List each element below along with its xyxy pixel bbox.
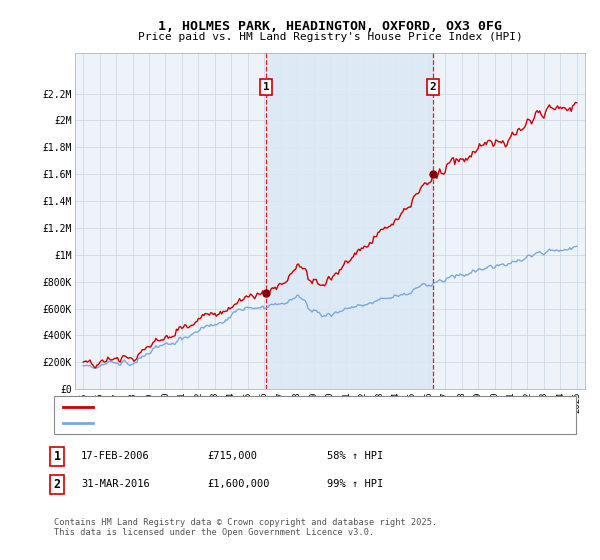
Text: 1: 1 [263,82,269,92]
Text: 99% ↑ HPI: 99% ↑ HPI [327,479,383,489]
Text: Contains HM Land Registry data © Crown copyright and database right 2025.
This d: Contains HM Land Registry data © Crown c… [54,518,437,538]
Text: 2: 2 [430,82,436,92]
Text: 58% ↑ HPI: 58% ↑ HPI [327,451,383,461]
Text: HPI: Average price, detached house, Oxford: HPI: Average price, detached house, Oxfo… [99,418,346,428]
Text: 31-MAR-2016: 31-MAR-2016 [81,479,150,489]
Text: £1,600,000: £1,600,000 [207,479,269,489]
Text: 1, HOLMES PARK, HEADINGTON, OXFORD, OX3 0FG (detached house): 1, HOLMES PARK, HEADINGTON, OXFORD, OX3 … [99,402,452,412]
Text: 17-FEB-2006: 17-FEB-2006 [81,451,150,461]
Bar [266,53,433,389]
Text: 1, HOLMES PARK, HEADINGTON, OXFORD, OX3 0FG: 1, HOLMES PARK, HEADINGTON, OXFORD, OX3 … [158,20,502,32]
Text: 2: 2 [53,478,61,491]
Text: £715,000: £715,000 [207,451,257,461]
Text: 1: 1 [53,450,61,463]
Text: Price paid vs. HM Land Registry's House Price Index (HPI): Price paid vs. HM Land Registry's House … [137,32,523,42]
